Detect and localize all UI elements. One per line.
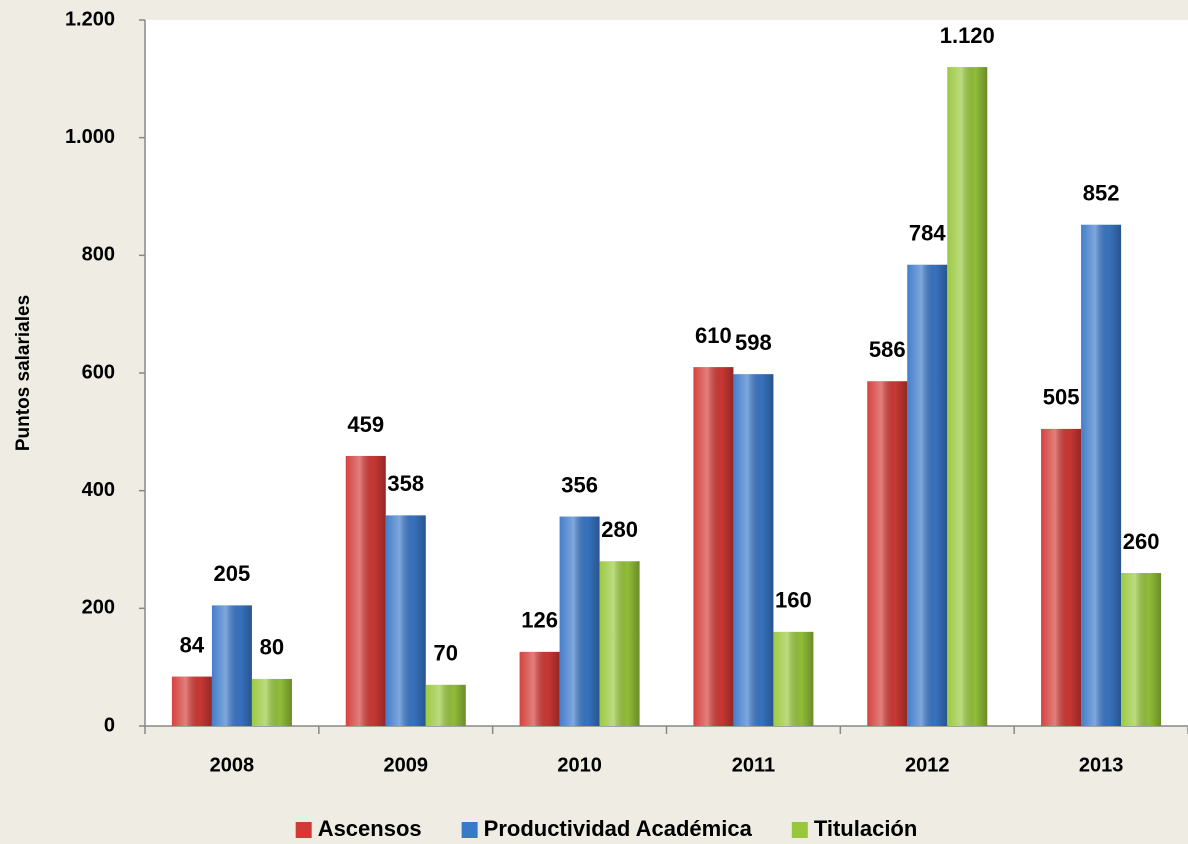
value-label: 126 [521, 608, 558, 633]
bar-shine [907, 264, 948, 726]
value-label: 459 [347, 412, 384, 437]
bar-shine [211, 605, 252, 726]
x-tick-label: 2013 [1079, 754, 1124, 776]
legend-label: Titulación [814, 816, 918, 841]
bar-shine [599, 561, 640, 726]
x-tick-label: 2012 [905, 754, 950, 776]
value-label: 80 [260, 635, 284, 660]
x-tick-label: 2010 [557, 754, 602, 776]
legend-label: Productividad Académica [484, 816, 753, 841]
value-label: 358 [387, 471, 424, 496]
legend-swatch [791, 822, 808, 838]
value-label: 160 [775, 588, 812, 613]
value-label: 205 [214, 561, 251, 586]
plot-area [145, 20, 1188, 726]
y-tick-label: 0 [104, 714, 115, 736]
value-label: 260 [1123, 529, 1160, 554]
y-axis-label: Puntos salariales [13, 295, 34, 451]
legend-label: Ascensos [318, 816, 422, 841]
y-tick-label: 400 [82, 479, 115, 501]
x-tick-label: 2009 [384, 754, 429, 776]
y-tick-label: 600 [82, 361, 115, 383]
bar-shine [947, 67, 988, 727]
bar-shine [693, 367, 734, 726]
bar-shine [425, 684, 466, 726]
bar-shine [1041, 428, 1082, 726]
bar-shine [773, 631, 814, 726]
y-tick-label: 1.000 [65, 126, 115, 148]
y-tick-label: 200 [82, 597, 115, 619]
bar-shine [519, 651, 560, 726]
value-label: 1.120 [940, 23, 995, 48]
value-label: 70 [434, 641, 458, 666]
value-label: 610 [695, 323, 732, 348]
value-label: 84 [180, 632, 205, 657]
bar-shine [867, 381, 908, 726]
value-label: 280 [601, 517, 638, 542]
value-label: 784 [909, 221, 946, 246]
bar-shine [733, 374, 774, 726]
x-tick-label: 2011 [732, 754, 775, 776]
value-label: 852 [1083, 181, 1120, 206]
legend-swatch [461, 822, 478, 838]
value-label: 598 [735, 330, 772, 355]
value-label: 505 [1043, 385, 1080, 410]
bar-shine [1121, 573, 1162, 726]
value-label: 586 [869, 337, 906, 362]
bar-shine [251, 678, 292, 726]
y-tick-label: 800 [82, 244, 115, 266]
value-label: 356 [561, 472, 598, 497]
x-tick-label: 2008 [210, 754, 255, 776]
y-tick-label: 1.200 [65, 8, 115, 30]
bar-shine [171, 676, 212, 726]
bar-shine [1081, 224, 1122, 727]
bar-shine [559, 516, 600, 726]
bar-shine [345, 455, 386, 726]
bar-shine [385, 515, 426, 726]
legend-swatch [295, 822, 312, 838]
